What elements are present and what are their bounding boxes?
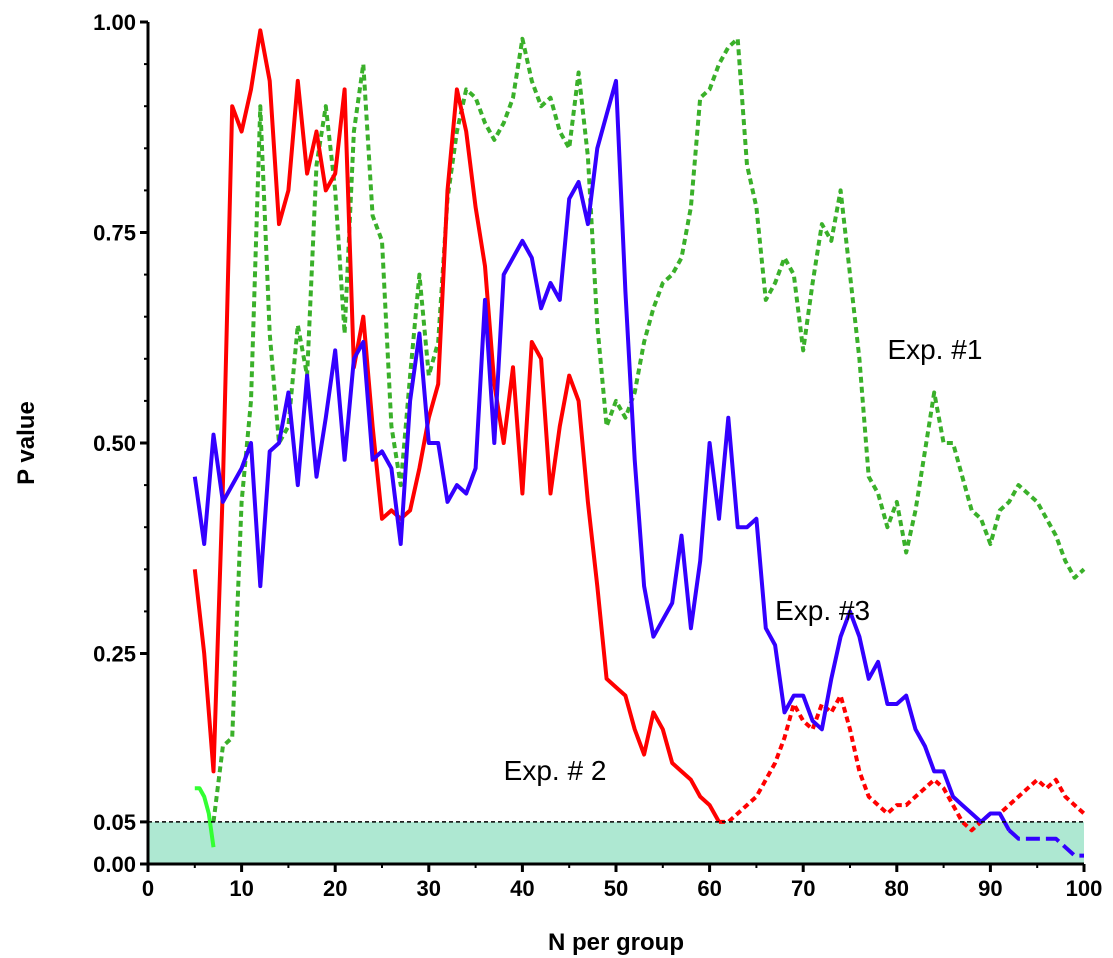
y-axis-title: P value (13, 401, 40, 485)
x-tick-label: 40 (510, 876, 534, 901)
annotations: Exp. #1 Exp. #3 Exp. # 2 (504, 334, 983, 786)
y-tick-label: 0.75 (93, 221, 136, 246)
series-line-4 (192, 78, 1011, 832)
x-tick-label: 60 (697, 876, 721, 901)
x-tick-label: 10 (229, 876, 253, 901)
x-tick-label: 70 (791, 876, 815, 901)
x-tick-label: 30 (417, 876, 441, 901)
x-tick-labels: 0 10 20 30 40 50 60 70 80 90 100 (142, 876, 1102, 901)
y-tick-label: 1.00 (93, 10, 136, 35)
series-line-6 (194, 786, 216, 848)
y-tick-label: 0.05 (93, 810, 136, 835)
annotation-label: Exp. # 2 (504, 755, 607, 786)
y-tick-label: 0.25 (93, 642, 136, 667)
series-layer (192, 28, 1086, 858)
annotation-label: Exp. #3 (775, 595, 870, 626)
x-tick-label: 100 (1066, 876, 1103, 901)
x-axis-title: N per group (548, 929, 684, 956)
x-tick-label: 20 (323, 876, 347, 901)
y-tick-label: 0.00 (93, 852, 136, 877)
x-tick-label: 80 (885, 876, 909, 901)
series-line-5 (1007, 828, 1084, 858)
x-tick-label: 90 (978, 876, 1002, 901)
x-tick-label: 0 (142, 876, 154, 901)
x-tick-label: 50 (604, 876, 628, 901)
series-line-3 (719, 693, 1086, 833)
significance-band (148, 821, 1084, 864)
series-line-2 (192, 28, 721, 823)
series-line-1 (211, 36, 1086, 823)
annotation-label: Exp. #1 (887, 334, 982, 365)
y-tick-label: 0.50 (93, 431, 136, 456)
axes-layer (140, 20, 1086, 872)
significance-band-layer (148, 821, 1084, 864)
y-tick-labels: 0.00 0.05 0.25 0.50 0.75 1.00 (93, 10, 136, 877)
